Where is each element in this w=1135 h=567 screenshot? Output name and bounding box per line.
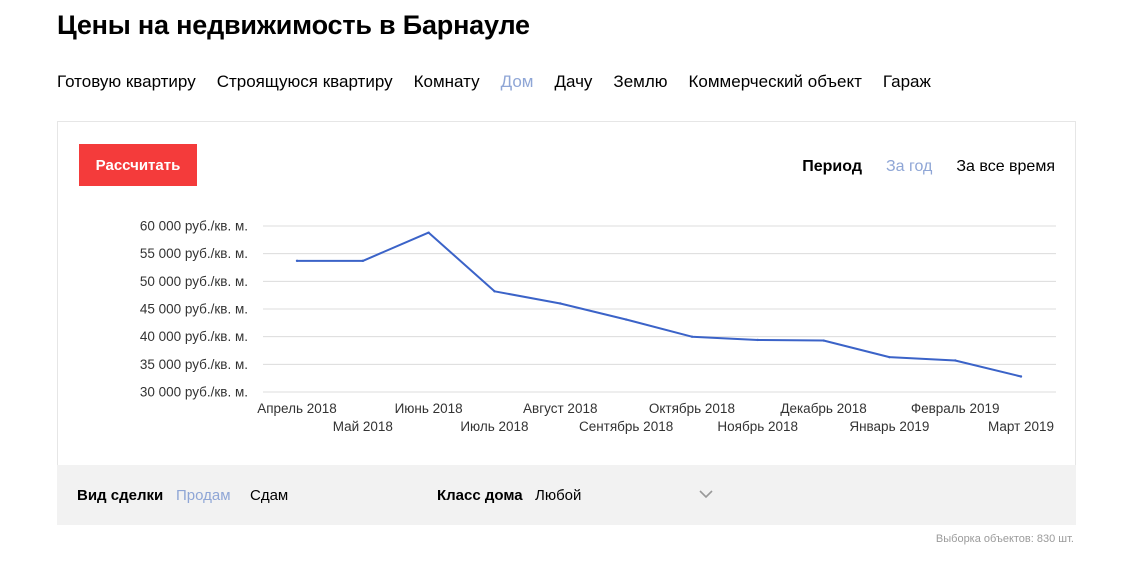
- data-point: [493, 290, 496, 293]
- calculate-button[interactable]: Рассчитать: [79, 144, 197, 186]
- x-tick-label: Июнь 2018: [395, 401, 463, 416]
- data-point: [690, 335, 694, 338]
- y-tick-label: 30 000 руб./кв. м.: [140, 385, 248, 400]
- x-tick-label: Май 2018: [333, 419, 393, 434]
- data-point: [559, 302, 562, 305]
- x-tick-label: Июль 2018: [460, 419, 528, 434]
- y-tick-label: 40 000 руб./кв. м.: [140, 329, 248, 344]
- tab-commercial[interactable]: Коммерческий объект: [688, 72, 862, 91]
- chart-card: Рассчитать Период За год За все время 60…: [57, 121, 1076, 465]
- house-class-select[interactable]: Любой: [535, 487, 582, 504]
- x-tick-label: Март 2019: [988, 419, 1054, 434]
- x-tick-label: Февраль 2019: [911, 401, 1000, 416]
- data-point: [295, 259, 299, 263]
- deal-type-label: Вид сделки: [77, 487, 164, 504]
- x-tick-label: Октябрь 2018: [649, 401, 735, 416]
- tab-garage[interactable]: Гараж: [882, 72, 931, 91]
- x-tick-label: Ноябрь 2018: [717, 419, 798, 434]
- period-year-option[interactable]: За год: [885, 158, 933, 175]
- y-tick-label: 45 000 руб./кв. м.: [140, 302, 248, 317]
- data-point: [1019, 375, 1023, 378]
- period-all-time-option[interactable]: За все время: [956, 158, 1055, 175]
- tab-land[interactable]: Землю: [613, 72, 668, 91]
- data-point: [427, 231, 430, 234]
- period-label: Период: [802, 158, 862, 175]
- tab-dacha[interactable]: Дачу: [554, 72, 593, 91]
- y-tick-label: 35 000 руб./кв. м.: [140, 357, 248, 372]
- property-type-tabs: Готовую квартиру Строящуюся квартиру Ком…: [57, 72, 952, 94]
- y-tick-label: 50 000 руб./кв. м.: [140, 274, 248, 289]
- page-title: Цены на недвижимость в Барнауле: [57, 10, 530, 40]
- data-point: [624, 318, 628, 321]
- deal-sell-option[interactable]: Продам: [176, 487, 231, 504]
- house-class-label: Класс дома: [437, 487, 523, 504]
- y-tick-label: 60 000 руб./кв. м.: [140, 219, 248, 234]
- chevron-down-icon[interactable]: [699, 489, 713, 499]
- price-line-chart: 60 000 руб./кв. м. 55 000 руб./кв. м. 50 0…: [140, 219, 1056, 434]
- data-point: [756, 338, 759, 342]
- x-tick-label: Сентябрь 2018: [579, 419, 673, 434]
- tab-house[interactable]: Дом: [500, 72, 534, 91]
- x-tick-label: Апрель 2018: [257, 401, 337, 416]
- tab-new-apartment[interactable]: Строящуюся квартиру: [216, 72, 393, 91]
- period-selector: Период За год За все время: [802, 158, 1055, 176]
- x-tick-label: Декабрь 2018: [780, 401, 866, 416]
- filter-bar: Вид сделки Продам Сдам Класс дома Любой: [57, 465, 1076, 525]
- data-point: [361, 259, 365, 263]
- tab-room[interactable]: Комнату: [413, 72, 480, 91]
- data-point: [953, 359, 957, 362]
- x-tick-label: Январь 2019: [849, 419, 929, 434]
- series-line: [297, 231, 1022, 378]
- sample-count: Выборка объектов: 830 шт.: [935, 533, 1074, 545]
- deal-rent-option[interactable]: Сдам: [250, 487, 289, 504]
- data-point: [822, 339, 825, 342]
- data-point: [888, 355, 891, 359]
- y-tick-label: 55 000 руб./кв. м.: [140, 246, 248, 261]
- tab-ready-apartment[interactable]: Готовую квартиру: [57, 72, 196, 91]
- x-tick-label: Август 2018: [523, 401, 597, 416]
